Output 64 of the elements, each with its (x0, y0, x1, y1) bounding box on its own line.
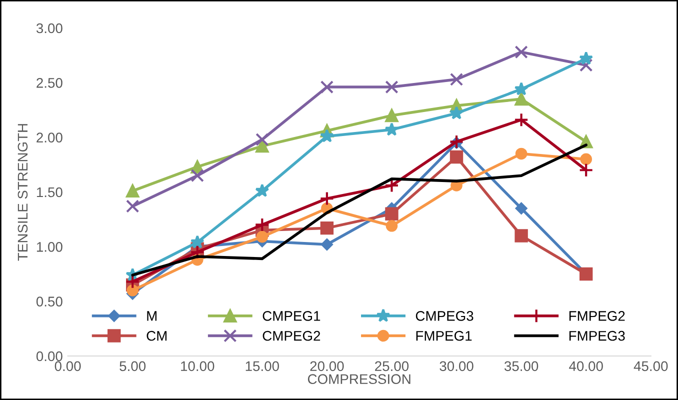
x-tick-label: 25.00 (375, 361, 409, 372)
point (514, 45, 528, 59)
x-tick-label: 10.00 (181, 361, 214, 372)
point (255, 184, 270, 198)
point (514, 82, 528, 96)
point (386, 220, 398, 232)
x-tick-label: 5.00 (120, 361, 146, 372)
x-tick-label: 35.00 (504, 361, 538, 372)
point (254, 218, 270, 232)
point (450, 150, 464, 164)
y-tick-label: 3.00 (36, 23, 62, 34)
legend-label: M (147, 311, 156, 321)
x-tick-label: 20.00 (310, 361, 344, 372)
x-tick-label: 40.00 (569, 361, 603, 372)
point (256, 230, 268, 243)
point (579, 51, 594, 65)
point (515, 202, 528, 214)
legend-label: CMPEG1 (262, 311, 320, 321)
x-tick-label: 15.00 (246, 361, 279, 372)
point (580, 153, 592, 166)
legend-label: FMPEG2 (569, 311, 625, 321)
point (320, 191, 334, 206)
y-tick-label: 0.50 (36, 296, 62, 307)
legend-label: CM (146, 330, 167, 341)
point (190, 169, 204, 182)
point (515, 148, 528, 160)
y-tick-label: 0.00 (36, 351, 62, 362)
y-tick-label: 2.00 (36, 132, 62, 143)
point (320, 128, 334, 142)
y-tick-label: 2.50 (36, 78, 62, 88)
point (384, 178, 400, 193)
point (514, 92, 528, 106)
point (126, 284, 138, 296)
y-tick-label: 1.50 (36, 187, 62, 198)
point (450, 72, 464, 86)
legend-label: CMPEG2 (262, 330, 320, 341)
legend-label: FMPEG1 (416, 330, 472, 341)
point (320, 238, 333, 250)
legend-label: FMPEG3 (569, 330, 625, 341)
point (126, 184, 140, 198)
legend-label: CMPEG3 (416, 311, 474, 321)
point (320, 80, 334, 94)
y-tick-label: 1.00 (36, 242, 62, 252)
point (385, 108, 398, 122)
point (125, 274, 140, 289)
x-tick-label: 0.00 (54, 361, 81, 372)
point (320, 221, 334, 235)
point (126, 200, 140, 213)
point (514, 112, 529, 128)
point (385, 80, 398, 94)
point (385, 207, 398, 220)
point (256, 139, 269, 153)
point (579, 58, 593, 72)
point (256, 132, 269, 146)
point (514, 229, 528, 242)
x-tick-label: 30.00 (440, 361, 474, 372)
point (190, 235, 204, 248)
point (578, 162, 594, 178)
point (190, 244, 205, 260)
point (384, 122, 399, 136)
point (450, 106, 464, 120)
y-axis-title: TENSILE STRENGTH (18, 124, 28, 261)
x-axis-title: COMPRESSION (308, 374, 410, 384)
x-tick-label: 45.00 (634, 361, 668, 372)
